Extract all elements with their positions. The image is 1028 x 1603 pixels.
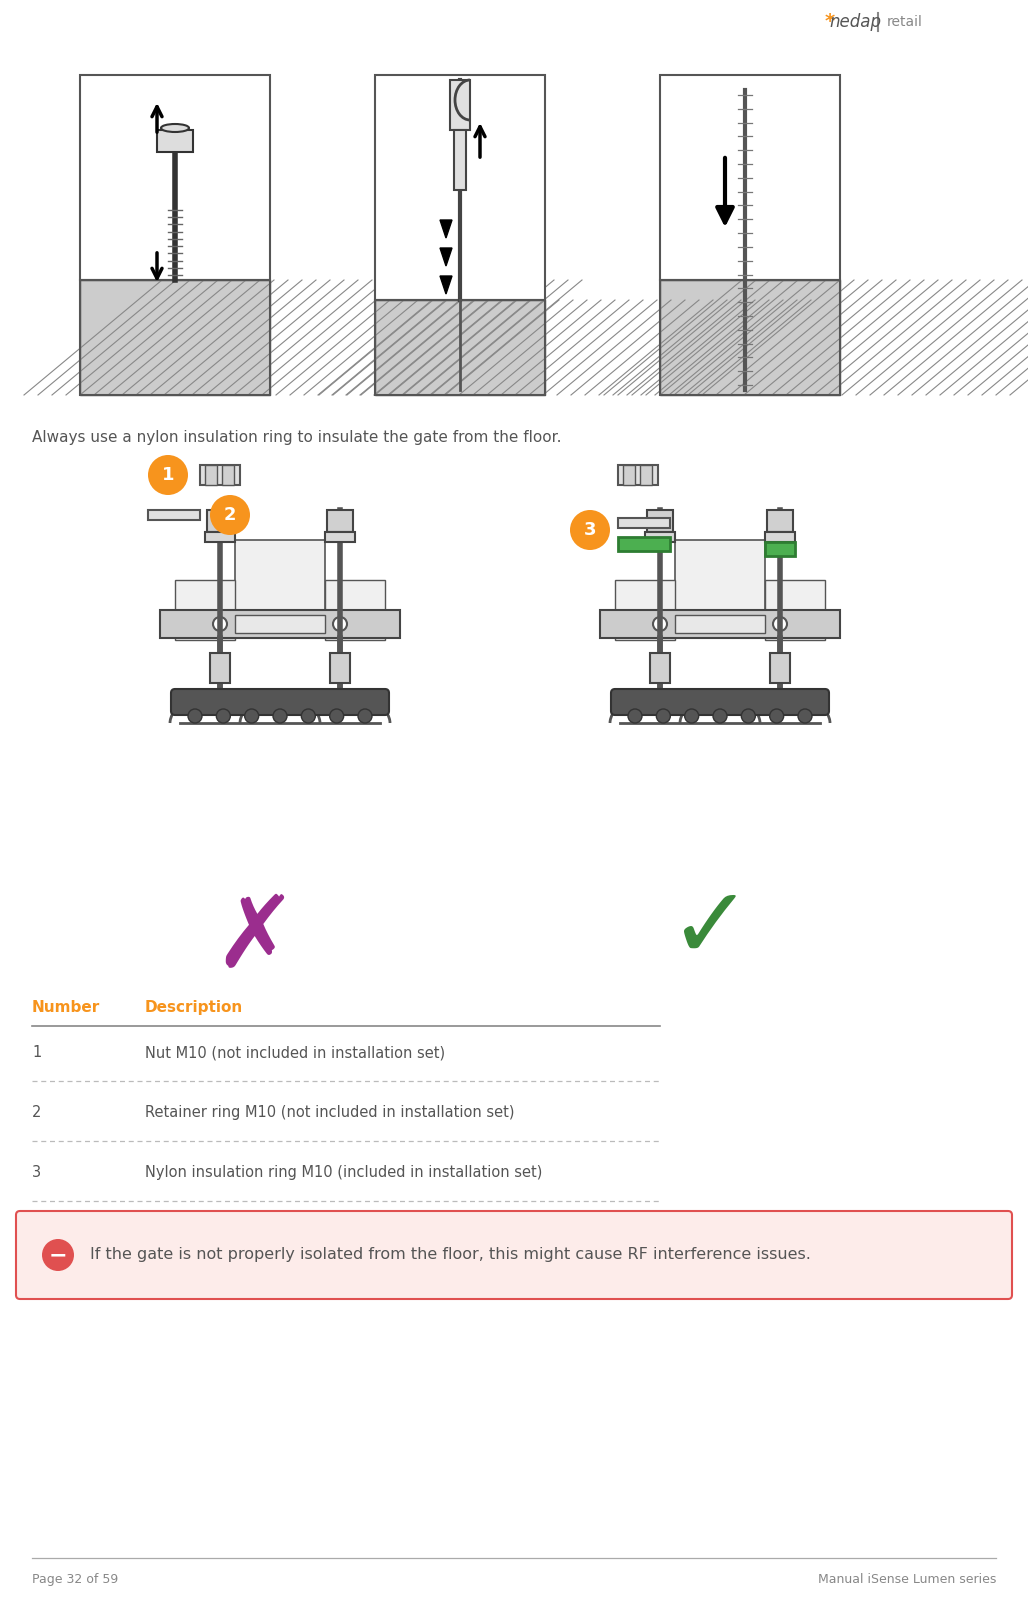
Circle shape [188,709,201,723]
Bar [205,532,235,542]
Text: Always use a nylon insulation ring to insulate the gate from the floor.: Always use a nylon insulation ring to in… [32,430,561,446]
Text: ✓: ✓ [668,882,751,978]
Circle shape [358,709,372,723]
Bar [330,652,350,683]
Circle shape [741,709,756,723]
Bar [675,540,765,624]
Ellipse shape [161,123,189,131]
Text: 1: 1 [161,466,175,484]
FancyBboxPatch shape [611,689,829,715]
Text: retail: retail [887,14,923,29]
Bar [80,281,270,394]
Circle shape [770,709,783,723]
Text: 2: 2 [224,507,236,524]
Bar [770,652,790,683]
Circle shape [713,709,727,723]
Polygon shape [440,276,452,293]
Circle shape [656,709,670,723]
Text: Page 32 of 59: Page 32 of 59 [32,1573,118,1585]
Circle shape [333,617,347,632]
Bar [650,652,670,683]
Circle shape [330,709,343,723]
Circle shape [653,617,667,632]
Bar [207,510,233,532]
Text: Retainer ring M10 (not included in installation set): Retainer ring M10 (not included in insta… [145,1104,514,1120]
Bar [210,652,230,683]
Bar [615,580,675,640]
Bar [222,465,234,486]
Text: −: − [48,1246,67,1265]
Bar [80,281,270,394]
Circle shape [213,617,227,632]
Circle shape [570,510,610,550]
Text: 3: 3 [584,521,596,539]
Bar [618,465,658,486]
Bar [600,611,840,638]
Bar [618,518,670,527]
Bar [80,75,270,281]
Bar [375,75,545,300]
Bar [660,75,840,281]
Bar [765,580,825,640]
Bar [175,580,235,640]
Bar [767,510,793,532]
FancyBboxPatch shape [16,1210,1012,1298]
Text: Nylon insulation ring M10 (included in installation set): Nylon insulation ring M10 (included in i… [145,1165,543,1180]
Bar [148,510,200,519]
Bar [454,130,466,191]
Bar [675,616,765,633]
Text: *: * [824,13,835,32]
Circle shape [301,709,316,723]
Bar [375,300,545,394]
Circle shape [216,709,230,723]
Circle shape [773,617,787,632]
Bar [660,281,840,394]
Bar [660,281,840,394]
Circle shape [685,709,699,723]
Text: Number: Number [32,1000,101,1015]
Polygon shape [440,220,452,237]
Bar [325,580,386,640]
Bar [618,537,670,551]
Text: 3: 3 [32,1165,41,1180]
Bar [623,465,635,486]
Text: 2: 2 [32,1104,41,1120]
Bar [647,510,673,532]
Text: nedap: nedap [829,13,881,30]
Bar [325,532,355,542]
Circle shape [273,709,287,723]
Bar [200,465,240,486]
Bar [765,542,795,556]
Circle shape [42,1239,74,1271]
Text: Description: Description [145,1000,244,1015]
Bar [205,465,217,486]
Text: ✗: ✗ [213,891,297,989]
Bar [640,465,652,486]
Bar [160,611,400,638]
Bar [235,540,325,624]
Bar [235,616,325,633]
Circle shape [148,455,188,495]
Circle shape [628,709,642,723]
Bar [157,130,193,152]
Bar [327,510,353,532]
Text: Nut M10 (not included in installation set): Nut M10 (not included in installation se… [145,1045,445,1060]
FancyBboxPatch shape [171,689,389,715]
Bar [450,80,470,130]
Circle shape [245,709,259,723]
Bar [375,300,545,394]
Circle shape [798,709,812,723]
Circle shape [210,495,250,535]
Text: Manual iSense Lumen series: Manual iSense Lumen series [817,1573,996,1585]
Bar [765,532,795,542]
Text: 1: 1 [32,1045,41,1060]
Text: If the gate is not properly isolated from the floor, this might cause RF interfe: If the gate is not properly isolated fro… [90,1247,811,1263]
Bar [645,532,675,542]
Polygon shape [440,248,452,266]
